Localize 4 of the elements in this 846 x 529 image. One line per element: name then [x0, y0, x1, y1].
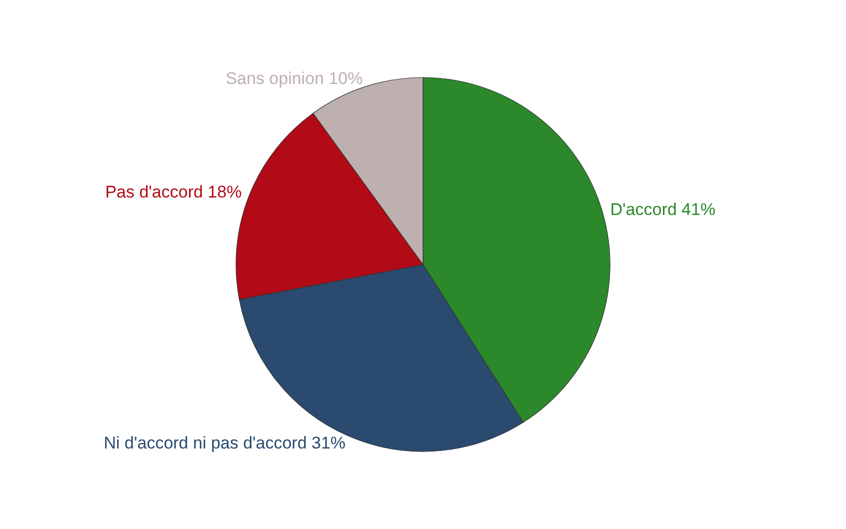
slice-label: Sans opinion 10% — [226, 69, 363, 88]
slice-label: Ni d'accord ni pas d'accord 31% — [104, 433, 346, 452]
slice-label: D'accord 41% — [610, 200, 716, 220]
slice-label: Pas d'accord 18% — [105, 182, 242, 202]
